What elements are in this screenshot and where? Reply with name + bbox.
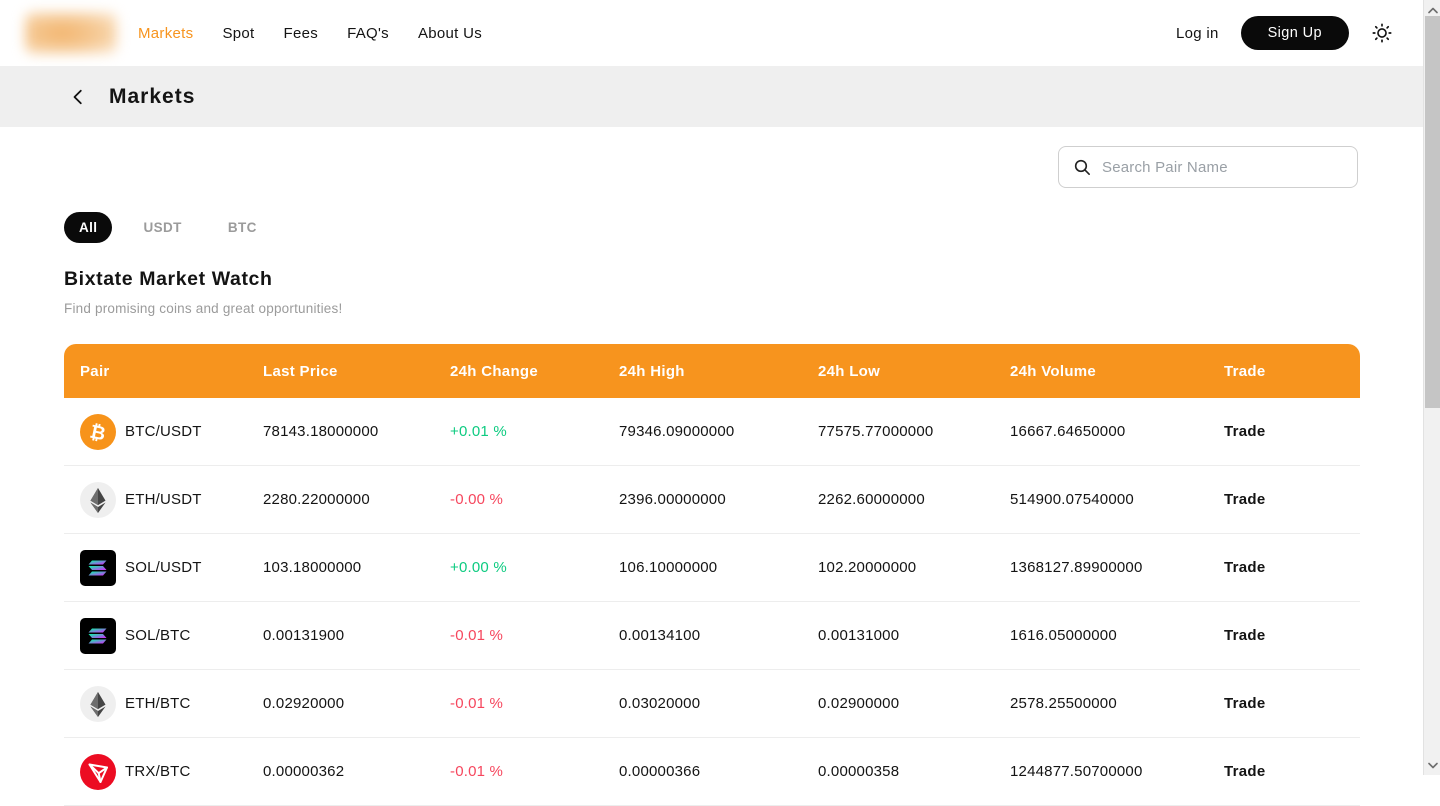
nav-link-markets[interactable]: Markets	[138, 24, 194, 42]
scrollbar-thumb[interactable]	[1425, 16, 1440, 408]
high-value: 0.00134100	[619, 627, 701, 644]
market-watch-subtitle: Find promising coins and great opportuni…	[64, 301, 343, 316]
volume-value: 16667.64650000	[1010, 423, 1126, 440]
change-value: -0.01 %	[450, 627, 504, 644]
last-price-value: 78143.18000000	[263, 423, 379, 440]
col-24h-low: 24h Low	[818, 362, 881, 380]
volume-value: 2578.25500000	[1010, 695, 1117, 712]
brand-logo[interactable]	[25, 12, 117, 54]
pair-label: SOL/USDT	[125, 559, 202, 576]
pair-label: ETH/BTC	[125, 695, 191, 712]
table-row[interactable]: SOL/USDT 103.18000000 +0.00 % 106.100000…	[64, 534, 1360, 602]
main-nav: Markets Spot Fees FAQ's About Us	[138, 0, 482, 66]
sol-icon	[80, 549, 116, 586]
col-24h-high: 24h High	[619, 362, 685, 380]
last-price-value: 2280.22000000	[263, 491, 370, 508]
col-24h-change: 24h Change	[450, 362, 539, 380]
page-header-band: Markets	[0, 66, 1423, 127]
col-last-price: Last Price	[263, 362, 338, 380]
trade-button[interactable]: Trade	[1224, 491, 1266, 508]
high-value: 0.03020000	[619, 695, 701, 712]
pair-label: TRX/BTC	[125, 763, 191, 780]
change-value: +0.01 %	[450, 423, 507, 440]
filter-usdt[interactable]: USDT	[128, 212, 196, 243]
svg-text:₿: ₿	[88, 421, 108, 445]
last-price-value: 0.00000362	[263, 763, 345, 780]
login-link[interactable]: Log in	[1175, 24, 1219, 42]
search-icon	[1073, 158, 1092, 177]
nav-link-spot[interactable]: Spot	[222, 24, 255, 42]
table-row[interactable]: ₿ BTC/USDT 78143.18000000 +0.01 % 79346.…	[64, 398, 1360, 466]
low-value: 2262.60000000	[818, 491, 925, 508]
trade-button[interactable]: Trade	[1224, 695, 1266, 712]
table-body: ₿ BTC/USDT 78143.18000000 +0.01 % 79346.…	[64, 398, 1360, 806]
trade-button[interactable]: Trade	[1224, 763, 1266, 780]
last-price-value: 0.02920000	[263, 695, 345, 712]
col-pair: Pair	[80, 362, 110, 380]
filter-btc[interactable]: BTC	[213, 212, 272, 243]
volume-value: 1616.05000000	[1010, 627, 1117, 644]
scrollbar[interactable]	[1423, 0, 1440, 775]
markets-table: Pair Last Price 24h Change 24h High 24h …	[64, 344, 1360, 806]
page-title: Markets	[109, 84, 196, 108]
trade-button[interactable]: Trade	[1224, 559, 1266, 576]
pair-label: SOL/BTC	[125, 627, 191, 644]
volume-value: 1368127.89900000	[1010, 559, 1143, 576]
low-value: 0.00000358	[818, 763, 900, 780]
sol-icon	[80, 617, 116, 654]
change-value: -0.01 %	[450, 763, 504, 780]
col-trade: Trade	[1224, 362, 1266, 380]
table-header-row: Pair Last Price 24h Change 24h High 24h …	[64, 344, 1360, 398]
volume-value: 514900.07540000	[1010, 491, 1134, 508]
nav-link-fees[interactable]: Fees	[283, 24, 319, 42]
change-value: -0.01 %	[450, 695, 504, 712]
last-price-value: 0.00131900	[263, 627, 345, 644]
high-value: 2396.00000000	[619, 491, 726, 508]
low-value: 77575.77000000	[818, 423, 934, 440]
back-chevron-icon[interactable]	[70, 86, 92, 108]
market-filters: All USDT BTC	[64, 212, 272, 243]
scroll-up-arrow-icon[interactable]	[1424, 2, 1440, 18]
change-value: +0.00 %	[450, 559, 507, 576]
btc-icon: ₿	[80, 413, 116, 450]
navbar: Markets Spot Fees FAQ's About Us Log in …	[0, 0, 1423, 66]
theme-toggle-sun-icon[interactable]	[1371, 22, 1393, 44]
trade-button[interactable]: Trade	[1224, 423, 1266, 440]
high-value: 0.00000366	[619, 763, 701, 780]
search-box	[1058, 146, 1358, 188]
search-pair-input[interactable]	[1102, 158, 1347, 176]
change-value: -0.00 %	[450, 491, 504, 508]
signup-button[interactable]: Sign Up	[1240, 16, 1349, 50]
low-value: 102.20000000	[818, 559, 917, 576]
trx-icon	[80, 753, 116, 790]
high-value: 106.10000000	[619, 559, 718, 576]
pair-label: BTC/USDT	[125, 423, 202, 440]
table-row[interactable]: ETH/USDT 2280.22000000 -0.00 % 2396.0000…	[64, 466, 1360, 534]
market-watch-title: Bixtate Market Watch	[64, 268, 273, 290]
low-value: 0.00131000	[818, 627, 900, 644]
volume-value: 1244877.50700000	[1010, 763, 1143, 780]
pair-label: ETH/USDT	[125, 491, 202, 508]
table-row[interactable]: ETH/BTC 0.02920000 -0.01 % 0.03020000 0.…	[64, 670, 1360, 738]
low-value: 0.02900000	[818, 695, 900, 712]
table-row[interactable]: SOL/BTC 0.00131900 -0.01 % 0.00134100 0.…	[64, 602, 1360, 670]
nav-link-about-us[interactable]: About Us	[417, 24, 483, 42]
filter-all[interactable]: All	[64, 212, 113, 243]
trade-button[interactable]: Trade	[1224, 627, 1266, 644]
nav-right-cluster: Log in Sign Up	[1176, 0, 1393, 66]
high-value: 79346.09000000	[619, 423, 735, 440]
scroll-down-arrow-icon[interactable]	[1424, 757, 1440, 773]
col-24h-volume: 24h Volume	[1010, 362, 1097, 380]
eth-icon	[80, 481, 116, 518]
table-row[interactable]: TRX/BTC 0.00000362 -0.01 % 0.00000366 0.…	[64, 738, 1360, 806]
eth-icon	[80, 685, 116, 722]
nav-link-faqs[interactable]: FAQ's	[347, 24, 389, 42]
last-price-value: 103.18000000	[263, 559, 362, 576]
